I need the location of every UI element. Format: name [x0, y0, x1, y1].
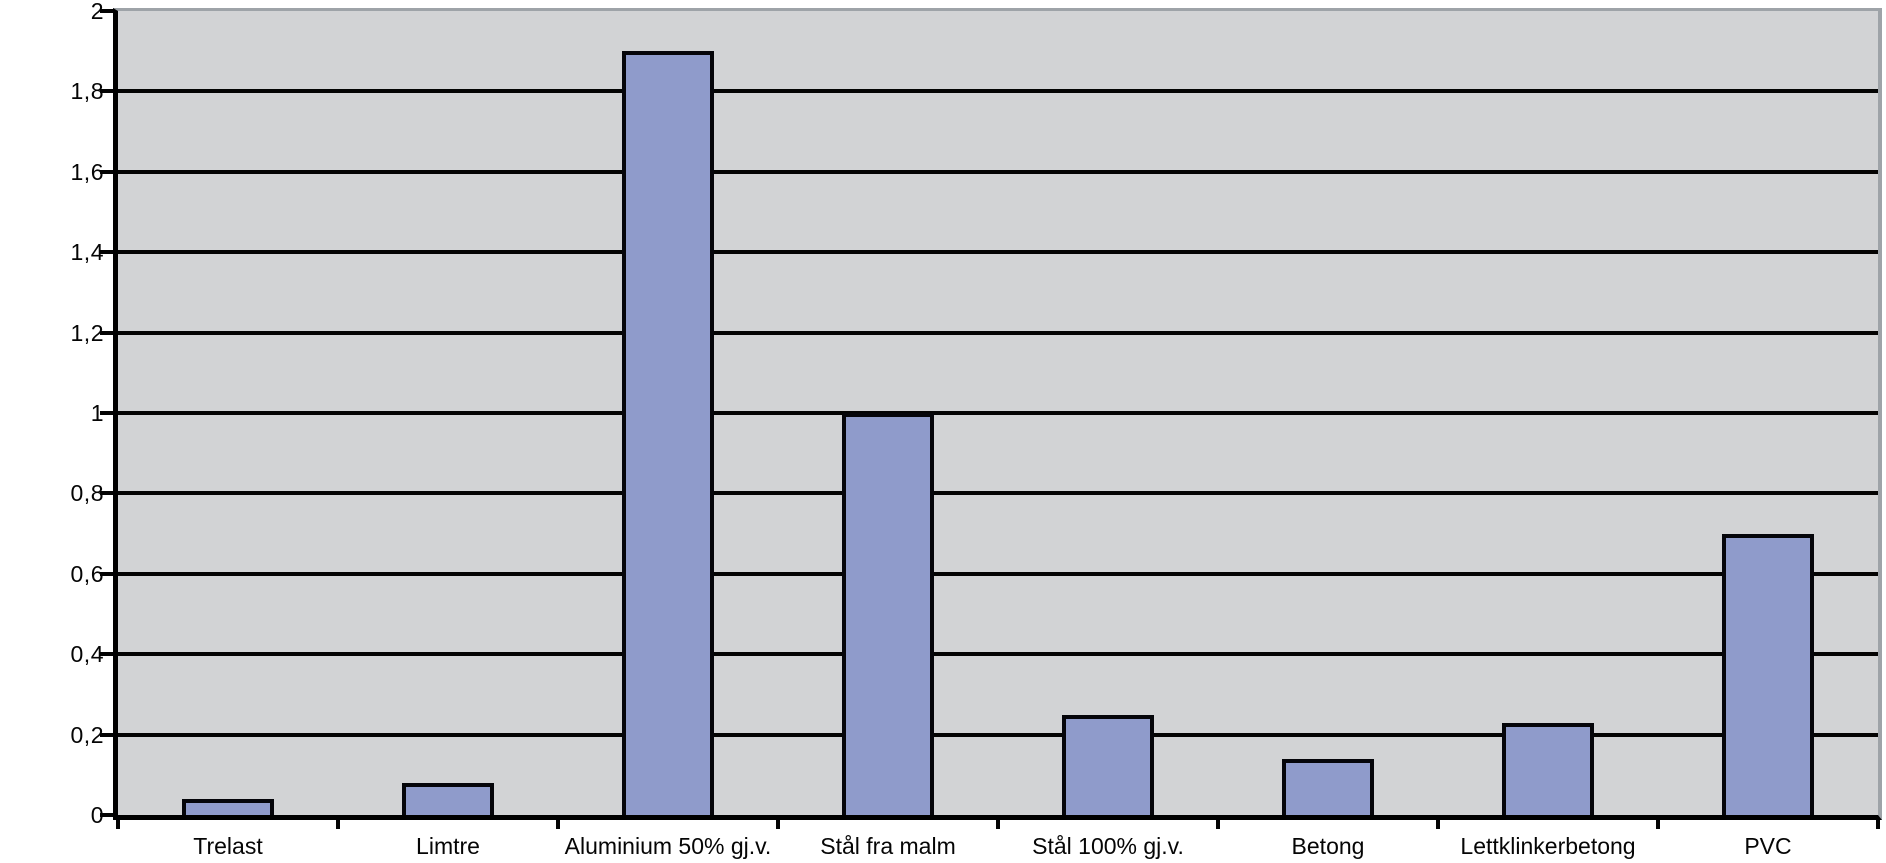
gridline-1	[118, 411, 1878, 415]
bar-limtre	[401, 782, 495, 815]
bar-slot-lettklinkerbetong	[1438, 11, 1658, 815]
gridline-1-6	[118, 169, 1878, 174]
y-tick-label-2: 2	[90, 0, 104, 24]
y-tick-2	[100, 9, 118, 13]
y-tick-1-8	[100, 89, 118, 94]
bar-betong	[1281, 758, 1375, 815]
y-tick-label-1-4: 1,4	[70, 239, 104, 266]
gridline-0-4	[118, 652, 1878, 657]
x-label-st-l-100-gj-v: Stål 100% gj.v.	[1032, 833, 1184, 859]
gridlines-layer	[118, 11, 1878, 815]
x-label-trelast: Trelast	[193, 833, 263, 859]
y-tick-label-0-8: 0,8	[70, 480, 104, 507]
bar-trelast	[181, 798, 275, 815]
bar-pvc	[1721, 533, 1815, 815]
bar-aluminium-50-gj-v	[621, 51, 715, 815]
y-tick-0	[100, 813, 118, 817]
gridline-1-2	[118, 330, 1878, 335]
bar-slot-limtre	[338, 11, 558, 815]
bar-slot-pvc	[1658, 11, 1878, 815]
y-tick-label-1: 1	[90, 400, 104, 426]
gridline-0-8	[118, 491, 1878, 496]
y-tick-label-0-4: 0,4	[70, 641, 104, 668]
gridline-0-6	[118, 571, 1878, 576]
y-tick-label-0: 0	[90, 802, 104, 828]
x-tick-2	[556, 820, 560, 829]
y-tick-label-1-2: 1,2	[70, 319, 104, 346]
x-label-betong: Betong	[1291, 833, 1365, 859]
y-tick-1-2	[100, 330, 118, 335]
x-label-st-l-fra-malm: Stål fra malm	[820, 833, 956, 859]
bar-st-l-fra-malm	[841, 413, 935, 815]
x-label-aluminium-50-gj-v: Aluminium 50% gj.v.	[564, 833, 772, 859]
gridline-1-4	[118, 250, 1878, 255]
y-tick-label-1-8: 1,8	[70, 78, 104, 105]
x-tick-5	[1216, 820, 1220, 829]
x-tick-4	[996, 820, 1000, 829]
x-label-limtre: Limtre	[416, 833, 480, 859]
x-tick-8	[1876, 820, 1880, 829]
y-tick-1-4	[100, 250, 118, 255]
y-tick-label-1-6: 1,6	[70, 158, 104, 185]
bar-slot-st-l-fra-malm	[778, 11, 998, 815]
y-tick-0-2	[100, 732, 118, 737]
bar-slot-aluminium-50-gj-v	[558, 11, 778, 815]
x-tick-3	[776, 820, 780, 829]
gridline-0-2	[118, 732, 1878, 737]
y-tick-label-0-6: 0,6	[70, 560, 104, 587]
bar-st-l-100-gj-v	[1061, 714, 1155, 815]
x-label-pvc: PVC	[1744, 833, 1792, 859]
y-tick-0-8	[100, 491, 118, 496]
bars-layer	[118, 11, 1878, 815]
x-tick-1	[336, 820, 340, 829]
x-tick-6	[1436, 820, 1440, 829]
bar-slot-st-l-100-gj-v	[998, 11, 1218, 815]
bar-slot-trelast	[118, 11, 338, 815]
plot-area	[113, 8, 1882, 820]
gridline-1-8	[118, 89, 1878, 94]
x-label-lettklinkerbetong: Lettklinkerbetong	[1460, 833, 1636, 859]
y-tick-1-6	[100, 169, 118, 174]
x-tick-7	[1656, 820, 1660, 829]
y-tick-1	[100, 411, 118, 415]
bar-slot-betong	[1218, 11, 1438, 815]
x-tick-0	[116, 820, 120, 829]
bar-lettklinkerbetong	[1501, 722, 1595, 815]
y-tick-0-4	[100, 652, 118, 657]
y-tick-0-6	[100, 571, 118, 576]
y-tick-label-0-2: 0,2	[70, 721, 104, 748]
